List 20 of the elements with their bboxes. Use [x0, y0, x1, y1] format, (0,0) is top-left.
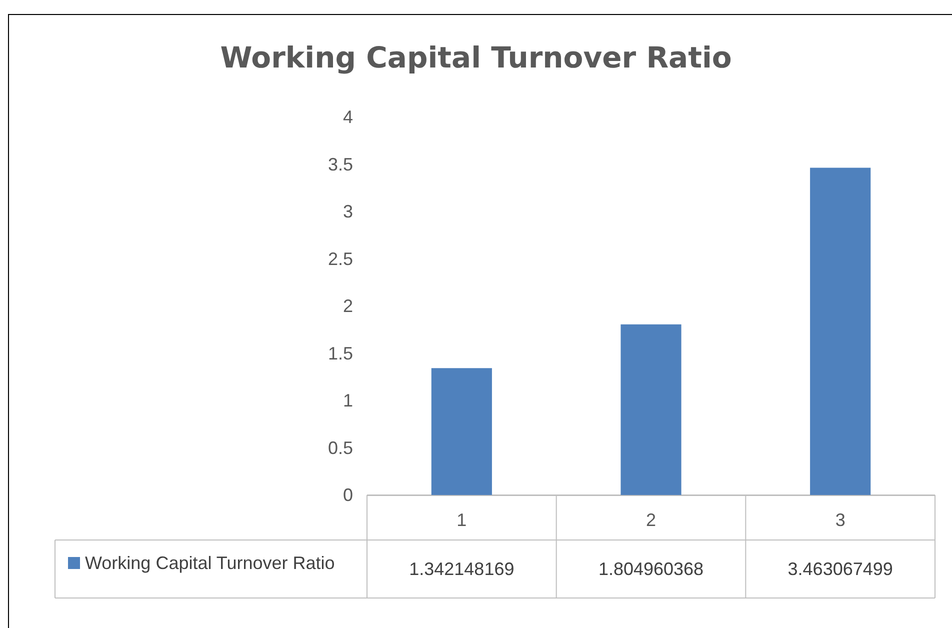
y-tick-label: 3 [342, 202, 353, 222]
y-tick-label: 4 [342, 107, 353, 127]
y-tick-label: 2 [342, 296, 353, 316]
bar [620, 324, 682, 495]
y-tick-label: 2.5 [328, 248, 353, 269]
y-tick-label: 1.5 [328, 343, 353, 364]
y-tick-label: 3.5 [328, 154, 353, 174]
y-tick-label: 0 [342, 485, 353, 505]
data-label: 1.342148169 [409, 559, 514, 579]
bar [810, 168, 871, 495]
y-tick-label: 1 [342, 390, 353, 410]
data-label: 1.804960368 [598, 559, 704, 579]
x-tick-label: 1 [456, 510, 467, 530]
x-tick-label: 3 [835, 510, 846, 530]
legend-label: Working Capital Turnover Ratio [85, 553, 335, 573]
chart-title: Working Capital Turnover Ratio [220, 40, 732, 74]
data-label: 3.463067499 [788, 559, 893, 579]
y-tick-label: 0.5 [328, 438, 353, 458]
bar [431, 368, 492, 495]
x-tick-label: 2 [646, 510, 656, 530]
